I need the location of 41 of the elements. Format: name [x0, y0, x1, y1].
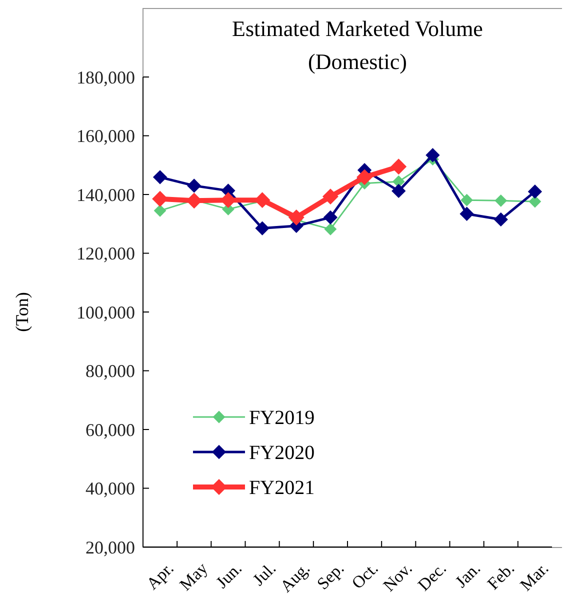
- point: [356, 169, 373, 186]
- y-tick-label: 160,000: [76, 126, 135, 146]
- y-tick-label: 180,000: [76, 67, 135, 88]
- y-axis-title: (Ton): [12, 292, 32, 332]
- point: [528, 184, 542, 199]
- x-tick-label: Nov.: [379, 558, 416, 596]
- point: [390, 158, 407, 175]
- point: [460, 206, 474, 221]
- x-tick-label: Jun.: [212, 558, 246, 592]
- y-tick-label: 100,000: [76, 302, 135, 322]
- point: [324, 222, 337, 236]
- x-tick-label: Jan.: [452, 558, 484, 592]
- point: [288, 209, 304, 226]
- x-tick-label: Dec.: [414, 558, 450, 595]
- y-tick-label: 20,000: [86, 537, 135, 558]
- point: [255, 221, 270, 236]
- point: [494, 194, 508, 207]
- y-tick-label: 140,000: [76, 184, 135, 205]
- x-tick-label: Mar.: [516, 558, 552, 595]
- y-tick-label: 40,000: [86, 478, 135, 499]
- point: [460, 194, 473, 206]
- point: [392, 184, 406, 198]
- chart-title: Estimated Marketed Volume (Domestic): [232, 16, 483, 74]
- y-tick-label: 120,000: [76, 244, 135, 264]
- point: [187, 178, 202, 193]
- point: [154, 204, 166, 217]
- y-tick-label: 60,000: [86, 420, 135, 440]
- x-tick-label: May: [176, 558, 212, 594]
- point: [426, 148, 440, 162]
- y-tick-label: 80,000: [86, 361, 135, 382]
- legend-label: FY2019: [249, 407, 315, 429]
- legend-label: FY2021: [249, 477, 315, 499]
- x-tick-label: Sep.: [313, 558, 348, 594]
- point: [323, 210, 338, 224]
- point: [494, 212, 508, 227]
- x-tick-label: Apr.: [142, 558, 178, 594]
- point: [152, 170, 168, 184]
- x-tick-label: Oct.: [348, 558, 382, 593]
- point: [322, 188, 338, 205]
- legend-label: FY2020: [249, 442, 315, 464]
- x-tick-label: Feb.: [484, 558, 518, 594]
